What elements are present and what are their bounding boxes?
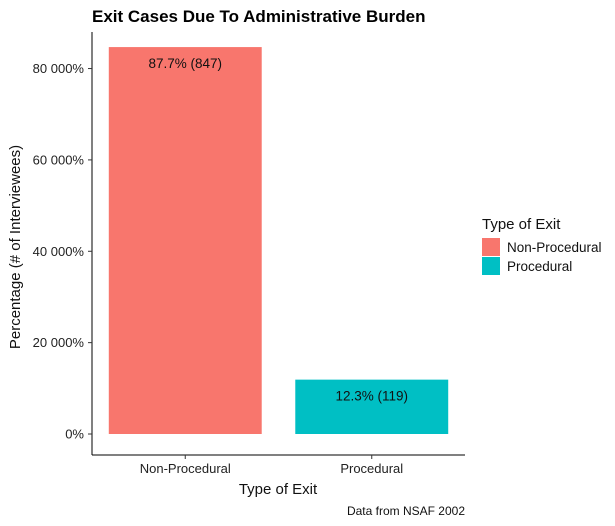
y-tick-label-3: 60 000% <box>33 152 85 167</box>
chart-title: Exit Cases Due To Administrative Burden <box>92 7 425 26</box>
y-tick-label-0: 0% <box>65 427 84 442</box>
x-tick-label-1: Procedural <box>340 461 403 476</box>
legend-label-1: Procedural <box>507 259 572 274</box>
bars <box>108 47 449 434</box>
legend-label-0: Non-Procedural <box>507 240 602 255</box>
y-ticks: 0% 20 000% 40 000% 60 000% 80 000% <box>33 61 92 442</box>
data-label-1: 12.3% (119) <box>335 389 408 404</box>
x-axis-title: Type of Exit <box>239 481 318 498</box>
caption: Data from NSAF 2002 <box>347 504 465 518</box>
y-tick-label-1: 20 000% <box>33 335 85 350</box>
legend: Type of Exit Non-Procedural Procedural <box>482 216 602 275</box>
y-tick-label-2: 40 000% <box>33 244 85 259</box>
data-label-0: 87.7% (847) <box>148 56 222 71</box>
legend-swatch-0 <box>482 238 500 256</box>
y-axis-title: Percentage (# of Interviewees) <box>7 145 24 349</box>
data-labels: 87.7% (847) 12.3% (119) <box>148 56 408 404</box>
x-tick-label-0: Non-Procedural <box>140 461 231 476</box>
legend-title: Type of Exit <box>482 216 561 233</box>
bar-0 <box>108 47 262 434</box>
bar-1 <box>295 379 449 434</box>
legend-swatch-1 <box>482 257 500 275</box>
x-ticks: Non-Procedural Procedural <box>140 455 403 476</box>
y-tick-label-4: 80 000% <box>33 61 85 76</box>
legend-items: Non-Procedural Procedural <box>482 238 602 275</box>
